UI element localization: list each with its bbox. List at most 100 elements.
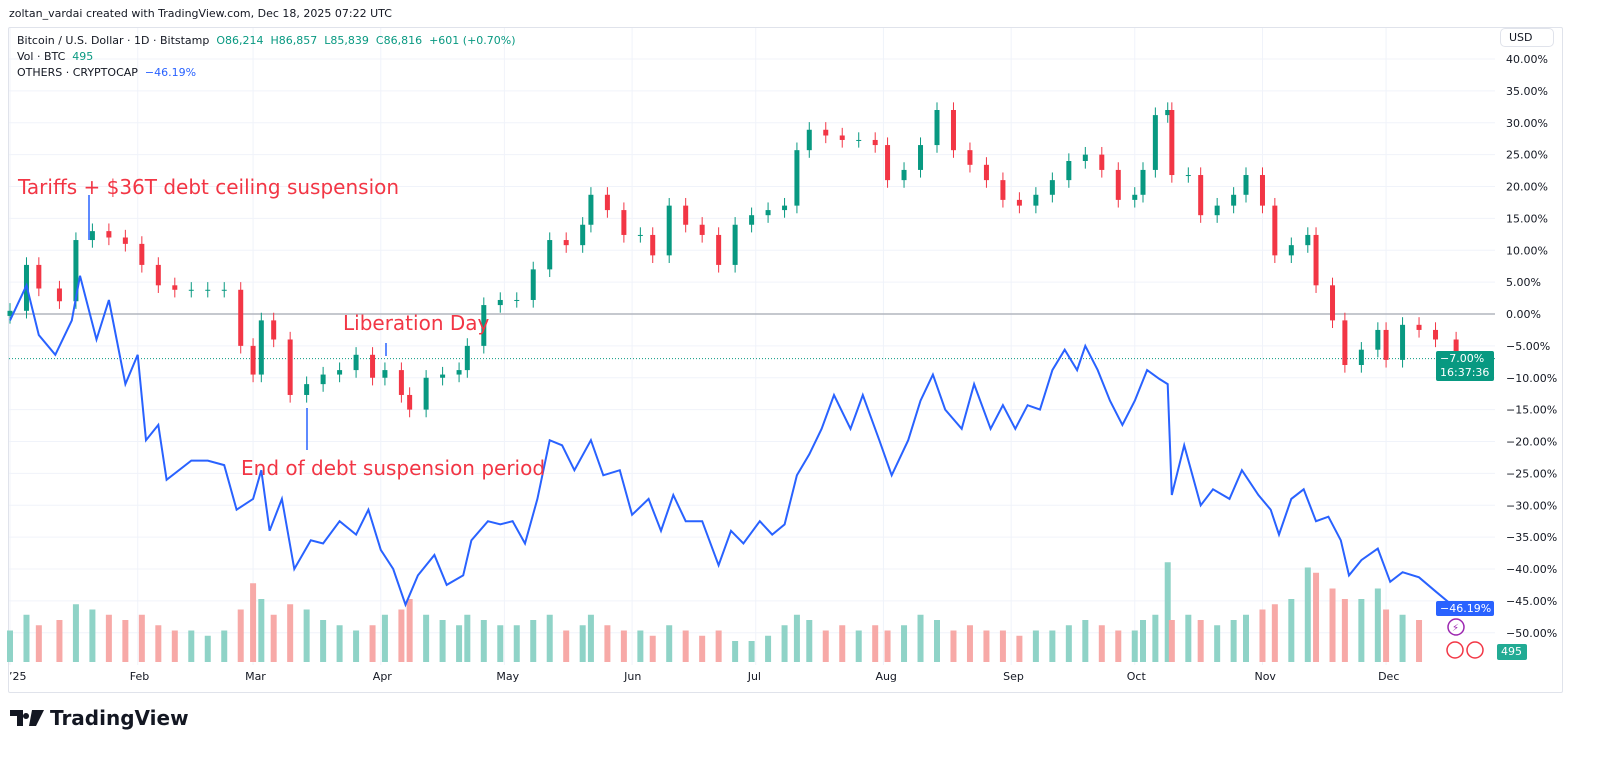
x-tick-label: ’25 bbox=[9, 670, 27, 683]
annotation-tariffs[interactable]: Tariffs + $36T debt ceiling suspension bbox=[17, 175, 399, 199]
candle bbox=[1099, 146, 1105, 178]
volume-bar bbox=[423, 614, 430, 662]
legend-main-series[interactable]: Bitcoin / U.S. Dollar · 1D · Bitstamp O8… bbox=[17, 33, 516, 49]
candle bbox=[1033, 187, 1039, 214]
btc-pct-badge: −7.00% bbox=[1440, 352, 1485, 365]
y-tick-label: −15.00% bbox=[1506, 404, 1557, 417]
volume-bar bbox=[89, 609, 96, 662]
annotation-liberation-day[interactable]: Liberation Day bbox=[343, 311, 490, 335]
candle bbox=[934, 102, 940, 153]
candle bbox=[287, 331, 293, 403]
volume-bar bbox=[872, 625, 879, 662]
compare-label: OTHERS · CRYPTOCAP bbox=[17, 66, 138, 79]
candle bbox=[1132, 187, 1138, 208]
candle bbox=[1272, 197, 1278, 263]
candle bbox=[637, 227, 643, 243]
candle bbox=[1231, 187, 1237, 214]
us-flag-event-icon[interactable] bbox=[1466, 641, 1484, 659]
candle bbox=[36, 257, 42, 297]
candle bbox=[547, 232, 553, 278]
volume-bar bbox=[1152, 614, 1159, 662]
volume-bar bbox=[381, 614, 388, 662]
candle bbox=[967, 142, 973, 173]
volume-bar bbox=[1243, 614, 1249, 662]
volume-bars bbox=[7, 562, 1423, 662]
candle bbox=[1185, 167, 1191, 183]
candle bbox=[1358, 342, 1364, 373]
candle bbox=[839, 127, 845, 148]
annotation-debt-suspension-end[interactable]: End of debt suspension period bbox=[241, 456, 545, 480]
candle bbox=[370, 347, 376, 386]
volume-bar bbox=[715, 630, 722, 662]
volume-bar bbox=[155, 625, 162, 662]
volume-bar bbox=[637, 630, 644, 662]
candle bbox=[1416, 317, 1422, 338]
candle bbox=[749, 207, 755, 233]
volume-bar bbox=[204, 635, 211, 662]
x-tick-label: Apr bbox=[373, 670, 393, 683]
volume-bar bbox=[1032, 630, 1039, 662]
volume-bar bbox=[353, 630, 360, 662]
candle bbox=[188, 282, 194, 298]
candle bbox=[716, 227, 722, 273]
candle bbox=[407, 387, 413, 418]
candle bbox=[1000, 172, 1006, 208]
candle bbox=[604, 187, 610, 218]
candle bbox=[155, 257, 161, 293]
candle bbox=[205, 282, 211, 298]
volume-bar bbox=[1374, 588, 1381, 662]
x-tick-label: Oct bbox=[1127, 670, 1147, 683]
legend-compare[interactable]: OTHERS · CRYPTOCAP −46.19% bbox=[17, 65, 516, 81]
candle bbox=[7, 303, 13, 324]
candle bbox=[398, 362, 404, 403]
volume-bar bbox=[1383, 609, 1390, 662]
volume-bar bbox=[822, 630, 829, 662]
candle bbox=[337, 362, 343, 383]
candle bbox=[250, 338, 256, 383]
candle bbox=[1375, 322, 1381, 358]
volume-bar bbox=[666, 625, 673, 662]
candle bbox=[122, 229, 128, 252]
candle bbox=[481, 297, 487, 354]
legend-volume[interactable]: Vol · BTC 495 bbox=[17, 49, 516, 65]
candle bbox=[56, 280, 62, 309]
chart-frame bbox=[8, 27, 1563, 693]
volume-bar bbox=[105, 614, 112, 662]
tradingview-logo[interactable]: TradingView bbox=[10, 706, 189, 730]
lightning-event-icon[interactable] bbox=[1447, 618, 1465, 636]
candle bbox=[353, 347, 359, 378]
volume-bar bbox=[1049, 630, 1056, 662]
chart-credit: zoltan_vardai created with TradingView.c… bbox=[9, 7, 392, 20]
volume-bar bbox=[287, 604, 294, 662]
volume-bar bbox=[1140, 620, 1146, 662]
volume-bar bbox=[793, 614, 800, 662]
currency-button[interactable]: USD bbox=[1500, 28, 1554, 47]
candle bbox=[1330, 277, 1336, 329]
volume-bar bbox=[1214, 625, 1221, 662]
x-tick-label: May bbox=[496, 670, 519, 683]
volume-bar bbox=[7, 630, 13, 662]
time-axis[interactable]: ’25 Feb Mar Apr May Jun Jul Aug Sep Oct Nov Dec bbox=[9, 670, 1399, 683]
candle bbox=[1342, 312, 1348, 373]
candle bbox=[806, 122, 812, 158]
volume-bar bbox=[855, 630, 862, 662]
volume-bar bbox=[1082, 620, 1089, 662]
us-flag-event-icon[interactable] bbox=[1446, 641, 1464, 659]
y-tick-label: −45.00% bbox=[1506, 595, 1557, 608]
y-tick-label: −30.00% bbox=[1506, 499, 1557, 512]
volume-bar bbox=[765, 635, 772, 662]
volume-bar bbox=[699, 635, 706, 662]
volume-bar bbox=[999, 630, 1006, 662]
event-markers bbox=[88, 195, 387, 450]
volume-bar bbox=[934, 620, 940, 662]
candle bbox=[765, 202, 771, 223]
x-tick-label: Feb bbox=[130, 670, 149, 683]
symbol-label: Bitcoin / U.S. Dollar · 1D · Bitstamp bbox=[17, 34, 210, 47]
y-tick-label: −40.00% bbox=[1506, 563, 1557, 576]
price-axis[interactable]: 40.00% 35.00% 30.00% 25.00% 20.00% 15.00% 10.0… bbox=[1506, 53, 1557, 640]
countdown-timer: 16:37:36 bbox=[1440, 366, 1490, 379]
y-tick-label: 40.00% bbox=[1506, 53, 1548, 66]
volume-bar bbox=[587, 614, 594, 662]
volume-bar bbox=[320, 620, 327, 662]
